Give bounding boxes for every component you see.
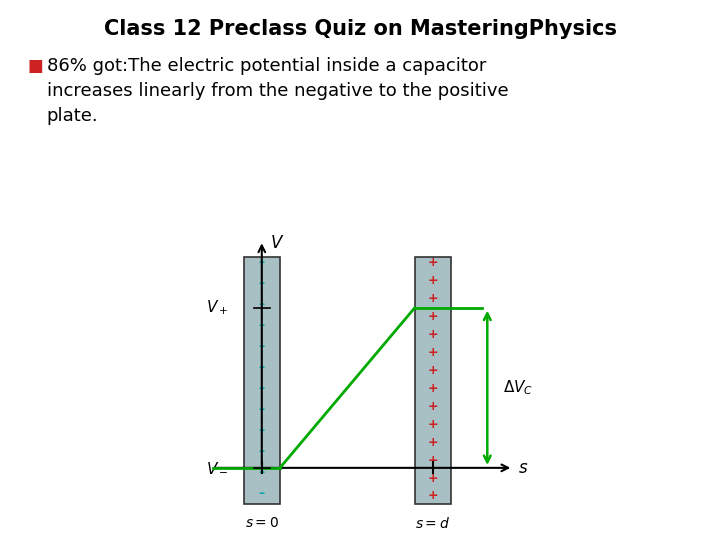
Text: –: – [258,278,265,291]
Text: $V$: $V$ [269,234,284,252]
Text: +: + [428,400,438,413]
Text: $s = 0$: $s = 0$ [245,516,279,530]
Text: –: – [258,487,265,500]
Text: –: – [258,361,265,374]
Bar [243,257,280,504]
Text: $s$: $s$ [518,459,528,477]
Text: +: + [428,436,438,449]
Text: +: + [428,418,438,431]
Text: +: + [428,328,438,341]
Text: $\Delta V_C$: $\Delta V_C$ [503,379,533,397]
Text: –: – [258,340,265,353]
Bar [415,257,451,504]
Text: –: – [258,424,265,437]
Text: +: + [428,292,438,305]
Text: +: + [428,364,438,377]
Text: +: + [428,274,438,287]
Text: –: – [258,403,265,416]
Text: –: – [258,382,265,395]
Text: 86% got:The electric potential inside a capacitor
increases linearly from the ne: 86% got:The electric potential inside a … [47,57,508,125]
Text: +: + [428,489,438,502]
Text: $V_-$: $V_-$ [206,461,228,475]
Text: –: – [258,319,265,332]
Text: +: + [428,454,438,467]
Text: +: + [428,346,438,359]
Text: Class 12 Preclass Quiz on MasteringPhysics: Class 12 Preclass Quiz on MasteringPhysi… [104,19,616,39]
Text: +: + [428,256,438,269]
Text: ■: ■ [27,57,43,75]
Text: –: – [258,298,265,311]
Text: +: + [428,310,438,323]
Text: +: + [428,382,438,395]
Text: –: – [258,445,265,458]
Text: $V_+$: $V_+$ [206,299,228,317]
Text: +: + [428,471,438,484]
Text: –: – [258,256,265,269]
Text: $s = d$: $s = d$ [415,516,451,531]
Text: –: – [258,465,265,478]
